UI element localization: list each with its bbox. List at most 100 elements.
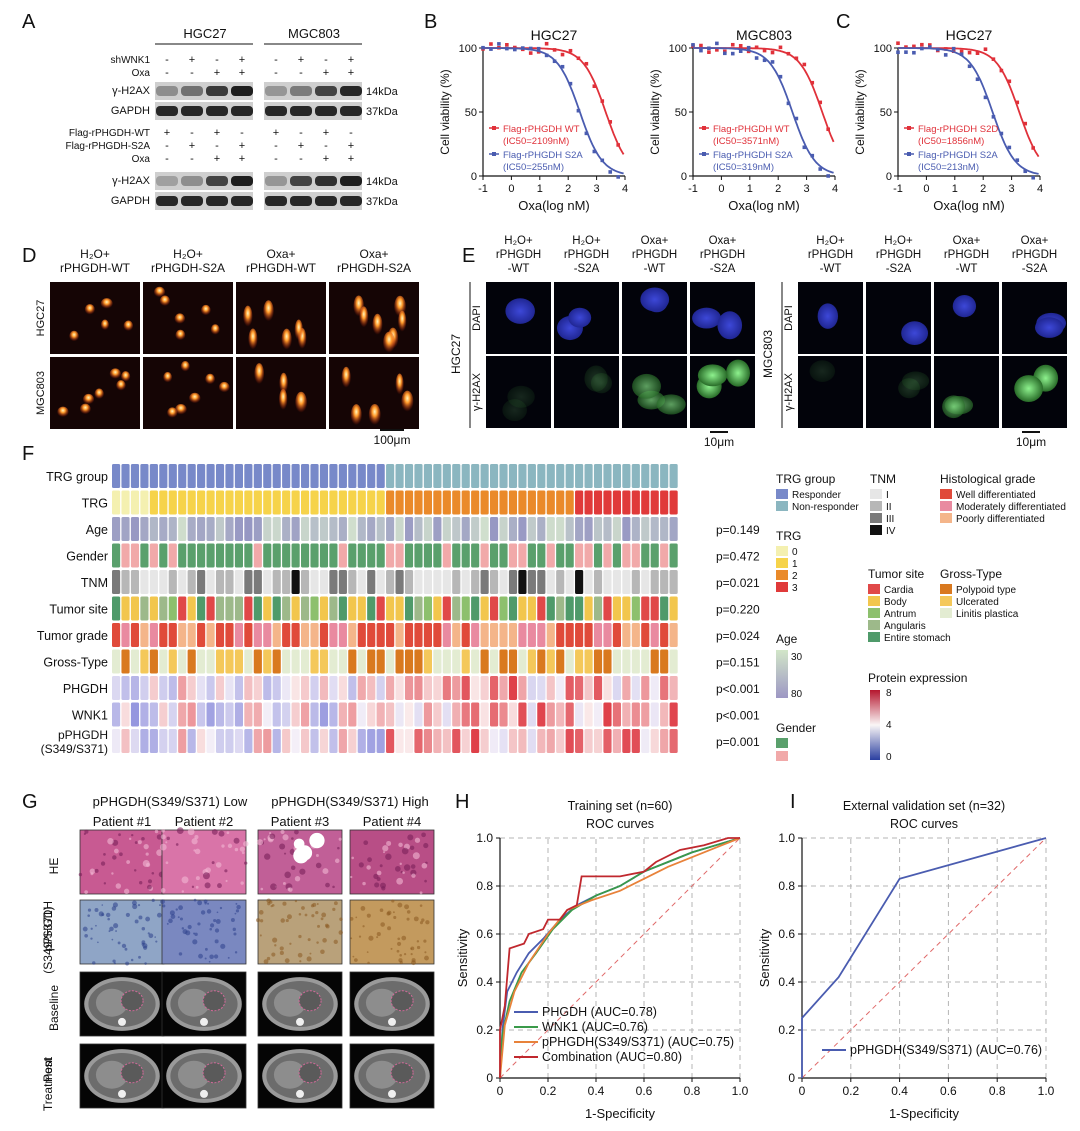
legend-tumor-site-swatch — [868, 620, 880, 630]
heatmap-cell — [376, 702, 385, 727]
he-texture — [128, 837, 132, 841]
heatmap-row-label: Gross-Type — [43, 656, 108, 670]
heatmap-cell — [253, 676, 262, 700]
heatmap-cell — [234, 596, 243, 621]
stain-label: γ-H2AX — [471, 372, 483, 411]
legend-ic50: (IC50=2109nM) — [503, 136, 569, 147]
x-tick-label: 3 — [594, 183, 600, 195]
condition-mark: + — [214, 127, 220, 139]
he-texture — [380, 882, 386, 889]
legend-marker — [702, 152, 706, 156]
x-axis-label: Oxa(log nM) — [518, 198, 590, 213]
ihc-texture — [177, 916, 180, 919]
ct-liver — [365, 1060, 398, 1089]
heatmap-cell — [537, 517, 546, 541]
ihc-texture — [111, 906, 117, 911]
heatmap-cell — [622, 570, 631, 594]
heatmap-cell — [348, 649, 357, 674]
he-texture — [78, 872, 83, 877]
comet-cell — [175, 329, 186, 341]
blot-membrane — [155, 192, 253, 210]
heatmap-cell — [575, 623, 584, 647]
legend-age-label: 30 — [791, 652, 803, 663]
heatmap-cell — [404, 676, 414, 700]
ct-spine — [388, 1017, 396, 1026]
ihc-texture — [272, 937, 278, 943]
heatmap-cell — [130, 517, 140, 541]
fluorescence-image — [934, 356, 999, 428]
he-texture — [256, 839, 264, 846]
condition-mark: - — [299, 127, 303, 139]
heatmap-cell — [404, 490, 414, 515]
condition-mark: + — [323, 127, 329, 139]
heatmap-cell — [537, 464, 546, 488]
x-tick-label: 1.0 — [1038, 1084, 1055, 1098]
legend-trg-swatch — [776, 546, 788, 556]
condition-mark: + — [298, 54, 304, 66]
heatmap-cell — [187, 702, 196, 727]
heatmap-cell — [593, 570, 603, 594]
heatmap-cell — [197, 596, 206, 621]
heatmap-cell — [140, 570, 149, 594]
heatmap-cell — [291, 596, 300, 621]
heatmap-cell — [149, 543, 158, 568]
heatmap-cell — [291, 702, 300, 727]
he-texture — [280, 829, 285, 834]
ihc-texture — [279, 950, 284, 956]
ct-liver — [177, 1060, 210, 1089]
heatmap-cell — [367, 623, 376, 647]
column-header: H₂O+ — [80, 247, 110, 261]
heatmap-cell — [490, 543, 499, 568]
heatmap-cell — [338, 729, 347, 753]
ihc-texture — [95, 924, 97, 927]
legend-trg-title: TRG — [776, 529, 801, 543]
ihc-texture — [298, 934, 302, 939]
heatmap-cell — [461, 596, 470, 621]
heatmap-cell — [404, 729, 414, 753]
ihc-texture — [233, 932, 237, 936]
ihc-texture — [181, 927, 185, 930]
heatmap-cell — [508, 517, 518, 541]
heatmap-cell — [149, 464, 158, 488]
p-value: p=0.001 — [716, 735, 760, 749]
panel-letter-h: H — [455, 791, 469, 813]
ihc-texture — [258, 910, 264, 915]
heatmap-cell — [301, 649, 310, 674]
heatmap-cell — [376, 676, 385, 700]
comet-cell — [163, 371, 173, 383]
heatmap-cell — [490, 517, 499, 541]
ihc-texture — [271, 904, 275, 907]
condition-mark: - — [165, 67, 169, 79]
column-header: H₂O+ — [816, 235, 845, 247]
data-point-blue — [528, 46, 533, 51]
ihc-texture — [213, 954, 219, 959]
heatmap-cell — [423, 702, 432, 727]
comet-cell — [80, 403, 91, 415]
heatmap-cell — [537, 570, 546, 594]
he-vacuole — [309, 832, 325, 849]
legend-tnm-swatch — [870, 525, 882, 535]
heatmap-cell — [452, 596, 461, 621]
ihc-texture — [112, 959, 116, 963]
panel-letter-c: C — [836, 11, 850, 33]
stain-label: DAPI — [471, 305, 483, 331]
heatmap-cell — [310, 729, 319, 753]
heatmap-cell — [376, 490, 385, 515]
ihc-texture — [92, 961, 96, 965]
heatmap-cell — [272, 490, 281, 515]
condition-mark: + — [298, 140, 304, 152]
ihc-texture — [397, 941, 402, 946]
legend-entry: Flag-rPHGDH WT — [713, 124, 790, 135]
heatmap-cell — [593, 490, 603, 515]
heatmap-cell — [669, 490, 678, 515]
data-point-blue — [967, 64, 972, 69]
data-point-blue — [928, 45, 932, 49]
y-tick-label: 0.4 — [476, 975, 493, 989]
panel-letter-f: F — [22, 443, 34, 465]
ihc-texture — [207, 902, 210, 905]
he-texture — [401, 847, 409, 855]
legend-entry: pPHGDH(S349/S371) (AUC=0.75) — [542, 1035, 734, 1049]
heatmap-cell — [168, 490, 177, 515]
heatmap-cell — [121, 490, 130, 515]
x-tick-label: 0.6 — [636, 1084, 653, 1098]
